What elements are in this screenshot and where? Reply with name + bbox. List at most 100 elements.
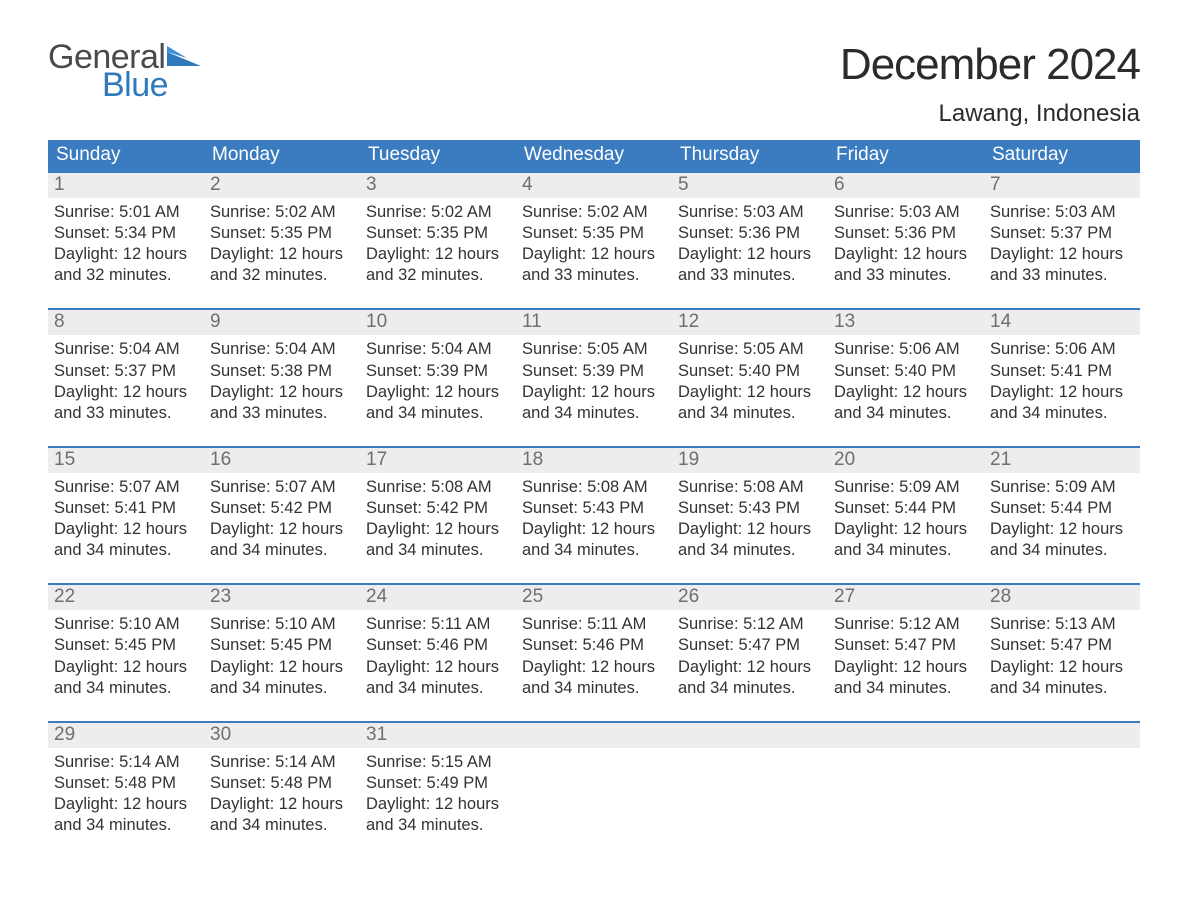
- daylight-line-2: and 34 minutes.: [210, 678, 354, 699]
- sunrise-line: Sunrise: 5:05 AM: [522, 339, 666, 360]
- daylight-line-2: and 34 minutes.: [834, 678, 978, 699]
- daylight-line-2: and 33 minutes.: [522, 265, 666, 286]
- day-cell: Sunrise: 5:09 AMSunset: 5:44 PMDaylight:…: [984, 473, 1140, 561]
- sunset-line: Sunset: 5:37 PM: [990, 223, 1134, 244]
- day-number: 22: [48, 585, 204, 610]
- daylight-line-2: and 34 minutes.: [990, 678, 1134, 699]
- daylight-line-1: Daylight: 12 hours: [678, 657, 822, 678]
- daylight-line-1: Daylight: 12 hours: [54, 382, 198, 403]
- sunrise-line: Sunrise: 5:10 AM: [54, 614, 198, 635]
- daylight-line-2: and 34 minutes.: [366, 815, 510, 836]
- sunset-line: Sunset: 5:42 PM: [366, 498, 510, 519]
- daylight-line-1: Daylight: 12 hours: [366, 382, 510, 403]
- sunset-line: Sunset: 5:45 PM: [54, 635, 198, 656]
- sunrise-line: Sunrise: 5:02 AM: [210, 202, 354, 223]
- day-cell: Sunrise: 5:15 AMSunset: 5:49 PMDaylight:…: [360, 748, 516, 836]
- sunrise-line: Sunrise: 5:15 AM: [366, 752, 510, 773]
- sunset-line: Sunset: 5:36 PM: [834, 223, 978, 244]
- day-cell: Sunrise: 5:05 AMSunset: 5:39 PMDaylight:…: [516, 335, 672, 423]
- daylight-line-1: Daylight: 12 hours: [678, 382, 822, 403]
- sunset-line: Sunset: 5:35 PM: [366, 223, 510, 244]
- dow-cell: Monday: [204, 140, 360, 171]
- sunrise-line: Sunrise: 5:07 AM: [210, 477, 354, 498]
- day-number: 29: [48, 723, 204, 748]
- sunrise-line: Sunrise: 5:01 AM: [54, 202, 198, 223]
- day-cell: Sunrise: 5:04 AMSunset: 5:39 PMDaylight:…: [360, 335, 516, 423]
- sunrise-line: Sunrise: 5:10 AM: [210, 614, 354, 635]
- day-number: 13: [828, 310, 984, 335]
- daylight-line-1: Daylight: 12 hours: [54, 657, 198, 678]
- sunrise-line: Sunrise: 5:04 AM: [54, 339, 198, 360]
- day-number: 7: [984, 173, 1140, 198]
- daylight-line-2: and 34 minutes.: [834, 403, 978, 424]
- daylight-line-2: and 34 minutes.: [210, 815, 354, 836]
- day-cell: Sunrise: 5:11 AMSunset: 5:46 PMDaylight:…: [516, 610, 672, 698]
- daylight-line-2: and 32 minutes.: [366, 265, 510, 286]
- daylight-line-1: Daylight: 12 hours: [54, 794, 198, 815]
- sunrise-line: Sunrise: 5:04 AM: [366, 339, 510, 360]
- daylight-line-1: Daylight: 12 hours: [366, 657, 510, 678]
- daylight-line-1: Daylight: 12 hours: [366, 244, 510, 265]
- sunrise-line: Sunrise: 5:14 AM: [210, 752, 354, 773]
- sunset-line: Sunset: 5:47 PM: [678, 635, 822, 656]
- day-cell: Sunrise: 5:14 AMSunset: 5:48 PMDaylight:…: [48, 748, 204, 836]
- daylight-line-1: Daylight: 12 hours: [366, 794, 510, 815]
- title-block: December 2024 Lawang, Indonesia: [840, 40, 1140, 128]
- day-cell: [984, 748, 1140, 836]
- daylight-line-1: Daylight: 12 hours: [678, 519, 822, 540]
- sunrise-line: Sunrise: 5:09 AM: [834, 477, 978, 498]
- day-number: 6: [828, 173, 984, 198]
- daylight-line-2: and 34 minutes.: [522, 540, 666, 561]
- brand-flag-icon: [167, 46, 201, 70]
- day-number: 20: [828, 448, 984, 473]
- sunrise-line: Sunrise: 5:12 AM: [834, 614, 978, 635]
- sunset-line: Sunset: 5:37 PM: [54, 361, 198, 382]
- daylight-line-2: and 33 minutes.: [990, 265, 1134, 286]
- day-cell: Sunrise: 5:05 AMSunset: 5:40 PMDaylight:…: [672, 335, 828, 423]
- sunset-line: Sunset: 5:44 PM: [990, 498, 1134, 519]
- day-number: [672, 723, 828, 748]
- daylight-line-1: Daylight: 12 hours: [210, 244, 354, 265]
- daylight-line-2: and 34 minutes.: [366, 403, 510, 424]
- day-cell: Sunrise: 5:02 AMSunset: 5:35 PMDaylight:…: [204, 198, 360, 286]
- daylight-line-2: and 33 minutes.: [834, 265, 978, 286]
- daylight-line-1: Daylight: 12 hours: [210, 657, 354, 678]
- daylight-line-2: and 33 minutes.: [54, 403, 198, 424]
- sunset-line: Sunset: 5:47 PM: [990, 635, 1134, 656]
- dow-cell: Thursday: [672, 140, 828, 171]
- sunset-line: Sunset: 5:48 PM: [210, 773, 354, 794]
- day-number: 16: [204, 448, 360, 473]
- daylight-line-1: Daylight: 12 hours: [210, 794, 354, 815]
- daylight-line-2: and 34 minutes.: [366, 678, 510, 699]
- sunrise-line: Sunrise: 5:14 AM: [54, 752, 198, 773]
- sunrise-line: Sunrise: 5:06 AM: [990, 339, 1134, 360]
- day-number: 23: [204, 585, 360, 610]
- daylight-line-2: and 34 minutes.: [678, 678, 822, 699]
- dow-cell: Tuesday: [360, 140, 516, 171]
- sunset-line: Sunset: 5:49 PM: [366, 773, 510, 794]
- sunset-line: Sunset: 5:41 PM: [54, 498, 198, 519]
- daylight-line-2: and 32 minutes.: [54, 265, 198, 286]
- calendar-week: 15161718192021Sunrise: 5:07 AMSunset: 5:…: [48, 446, 1140, 561]
- daylight-line-1: Daylight: 12 hours: [54, 519, 198, 540]
- daylight-line-2: and 34 minutes.: [366, 540, 510, 561]
- daylight-line-1: Daylight: 12 hours: [990, 519, 1134, 540]
- sunset-line: Sunset: 5:34 PM: [54, 223, 198, 244]
- dow-cell: Wednesday: [516, 140, 672, 171]
- day-number: 21: [984, 448, 1140, 473]
- day-number: 24: [360, 585, 516, 610]
- day-cell: Sunrise: 5:11 AMSunset: 5:46 PMDaylight:…: [360, 610, 516, 698]
- day-cell: Sunrise: 5:04 AMSunset: 5:37 PMDaylight:…: [48, 335, 204, 423]
- sunrise-line: Sunrise: 5:11 AM: [522, 614, 666, 635]
- day-number: 5: [672, 173, 828, 198]
- sunrise-line: Sunrise: 5:07 AM: [54, 477, 198, 498]
- sunset-line: Sunset: 5:41 PM: [990, 361, 1134, 382]
- day-number: 9: [204, 310, 360, 335]
- day-number: 28: [984, 585, 1140, 610]
- daylight-line-2: and 34 minutes.: [210, 540, 354, 561]
- day-cell: Sunrise: 5:02 AMSunset: 5:35 PMDaylight:…: [516, 198, 672, 286]
- day-cell: Sunrise: 5:06 AMSunset: 5:40 PMDaylight:…: [828, 335, 984, 423]
- daylight-line-1: Daylight: 12 hours: [366, 519, 510, 540]
- daylight-line-2: and 32 minutes.: [210, 265, 354, 286]
- day-cell: Sunrise: 5:07 AMSunset: 5:41 PMDaylight:…: [48, 473, 204, 561]
